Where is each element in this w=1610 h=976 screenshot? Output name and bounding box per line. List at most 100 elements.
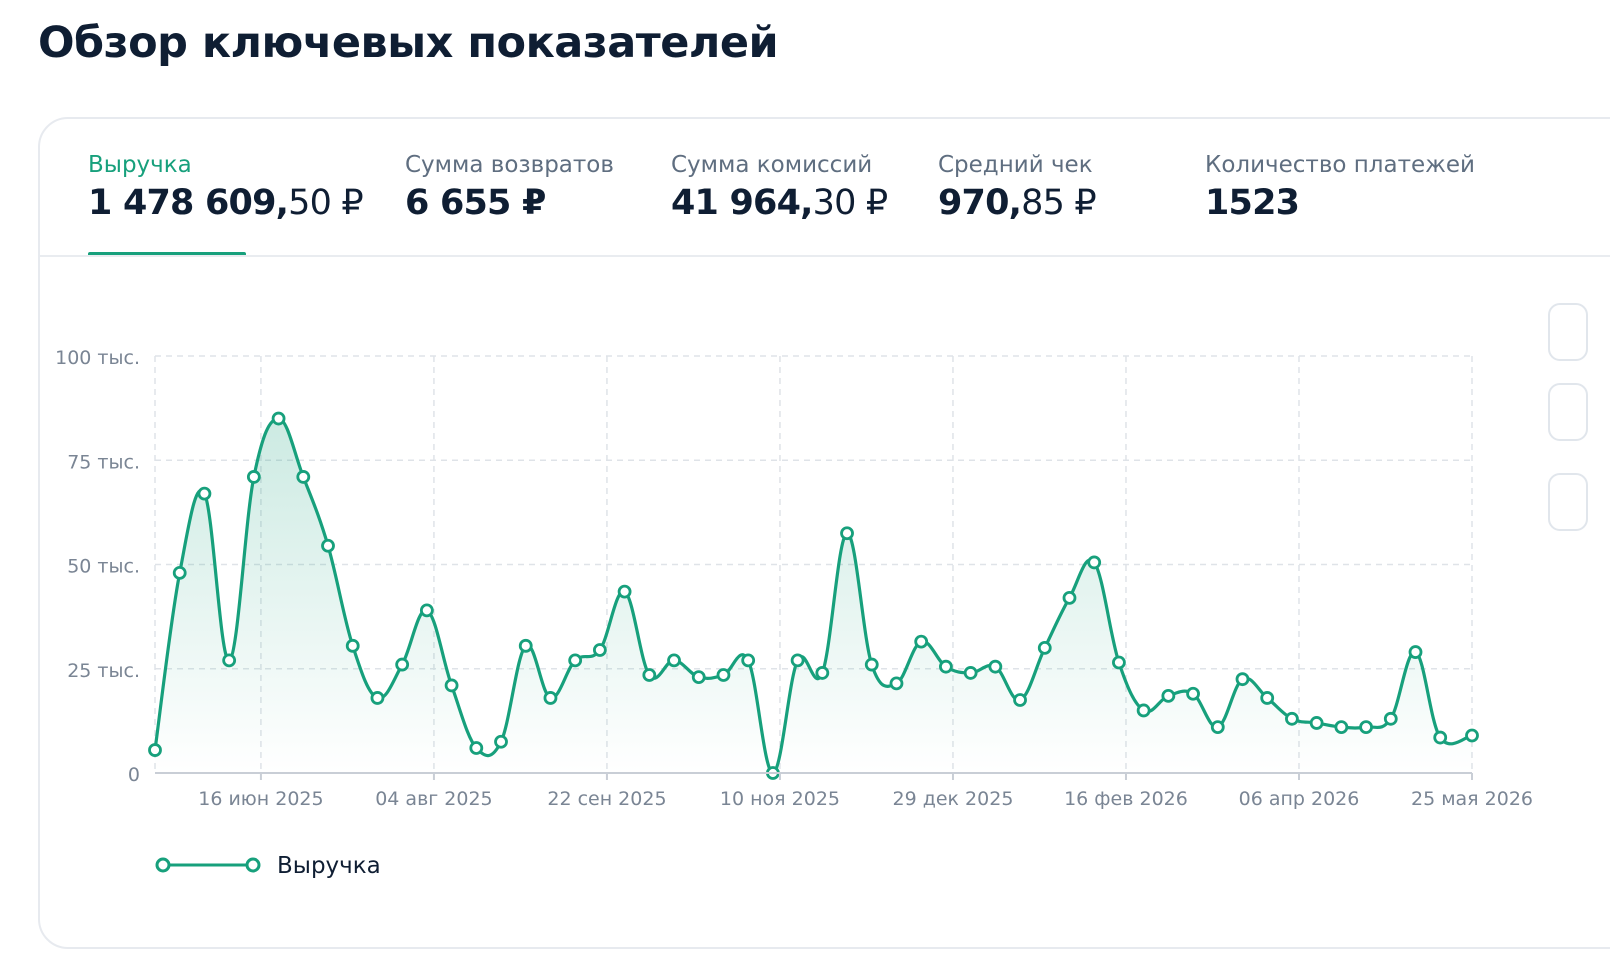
data-point xyxy=(790,653,805,668)
data-point xyxy=(1309,716,1324,730)
page-title: Обзор ключевых показателей xyxy=(38,18,779,68)
metric-tab-commissions[interactable]: Сумма комиссий 41 964,30 ₽ xyxy=(671,151,888,225)
metric-value: 1 478 609,50 ₽ xyxy=(88,183,364,223)
data-point xyxy=(1087,555,1102,570)
metric-value: 6 655 ₽ xyxy=(405,183,546,223)
chart-line xyxy=(153,416,1473,775)
metric-tab-revenue[interactable]: Выручка 1 478 609,50 ₽ xyxy=(88,151,364,225)
data-point xyxy=(1433,730,1448,745)
data-point xyxy=(592,643,607,657)
x-tick-label: 22 сен 2025 xyxy=(547,788,666,810)
data-point xyxy=(1383,711,1398,726)
data-point xyxy=(271,411,286,426)
side-control-button[interactable] xyxy=(1548,473,1588,531)
metric-label: Средний чек xyxy=(938,152,1093,178)
data-point xyxy=(691,670,706,684)
data-point xyxy=(197,486,212,501)
metric-tab-payments-count[interactable]: Количество платежей 1523 xyxy=(1205,151,1475,225)
legend-label: Выручка xyxy=(277,853,381,879)
data-point xyxy=(370,691,385,705)
data-point xyxy=(1260,691,1275,705)
data-point xyxy=(889,676,904,691)
y-tick-label: 75 тыс. xyxy=(67,451,140,473)
legend-marker xyxy=(245,857,261,873)
data-point xyxy=(1465,728,1479,743)
chart-points xyxy=(148,411,1479,780)
y-tick-label: 100 тыс. xyxy=(55,347,140,369)
data-point xyxy=(568,653,583,668)
data-point xyxy=(1112,655,1126,670)
x-tick-label: 10 ноя 2025 xyxy=(720,788,840,810)
side-control-button[interactable] xyxy=(1548,383,1588,441)
data-point xyxy=(914,634,929,649)
data-point xyxy=(815,666,830,680)
metric-label: Сумма возвратов xyxy=(405,152,614,178)
data-point xyxy=(1186,686,1200,701)
data-point xyxy=(667,653,681,668)
data-point xyxy=(716,668,731,682)
data-point xyxy=(1285,711,1299,726)
data-point xyxy=(1359,720,1373,735)
series-area-fill xyxy=(155,418,1472,773)
legend-marker xyxy=(155,857,171,873)
data-point xyxy=(518,638,533,653)
side-control-button[interactable] xyxy=(1548,303,1588,361)
x-tick-label: 25 мая 2026 xyxy=(1411,788,1533,810)
tabs-divider xyxy=(40,255,1610,257)
data-point xyxy=(148,743,162,757)
data-point xyxy=(1408,645,1423,659)
data-point xyxy=(296,470,311,484)
data-point xyxy=(617,584,632,599)
data-point xyxy=(419,603,434,618)
chart-legend[interactable]: Выручка xyxy=(155,853,381,879)
data-point xyxy=(222,653,237,668)
data-point xyxy=(1136,703,1151,718)
data-point xyxy=(172,565,187,580)
data-point xyxy=(444,678,459,693)
data-point xyxy=(395,657,410,672)
data-point xyxy=(988,659,1003,674)
data-point xyxy=(864,657,879,672)
metric-label: Выручка xyxy=(88,152,192,178)
data-point xyxy=(1161,688,1176,703)
data-point xyxy=(741,653,756,668)
series-line-revenue xyxy=(153,416,1473,775)
metric-value: 970,85 ₽ xyxy=(938,183,1097,223)
data-point xyxy=(494,734,508,749)
data-point xyxy=(1037,641,1052,655)
x-tick-label: 04 авг 2025 xyxy=(375,788,492,810)
data-point xyxy=(469,741,484,755)
data-point xyxy=(321,538,335,553)
data-point xyxy=(1062,590,1077,605)
active-tab-indicator xyxy=(88,252,246,257)
data-point xyxy=(543,691,558,705)
metric-value: 1523 xyxy=(1205,183,1300,223)
metric-value: 41 964,30 ₽ xyxy=(671,183,888,223)
x-tick-label: 29 дек 2025 xyxy=(893,788,1014,810)
metric-tab-refunds[interactable]: Сумма возвратов 6 655 ₽ xyxy=(405,151,614,225)
x-tick-label: 16 июн 2025 xyxy=(198,788,323,810)
data-point xyxy=(246,470,261,484)
data-point xyxy=(1334,720,1349,735)
chart-area xyxy=(155,418,1472,773)
data-point xyxy=(345,638,360,653)
y-tick-label: 25 тыс. xyxy=(67,660,140,682)
data-point xyxy=(963,666,978,680)
chart-axes: 0 25 тыс. 50 тыс. 75 тыс. 100 тыс. 16 июн 202… xyxy=(55,347,1533,810)
y-tick-label: 0 xyxy=(128,764,140,786)
data-point xyxy=(840,526,854,541)
metrics-card: Выручка 1 478 609,50 ₽ Сумма возвратов 6… xyxy=(38,117,1610,949)
metric-label: Количество платежей xyxy=(1205,152,1475,178)
x-tick-label: 16 фев 2026 xyxy=(1064,788,1188,810)
data-point xyxy=(1013,693,1027,707)
data-point xyxy=(1235,672,1250,687)
x-tick-label: 06 апр 2026 xyxy=(1239,788,1360,810)
data-point xyxy=(1210,720,1225,735)
metric-label: Сумма комиссий xyxy=(671,152,873,178)
data-point xyxy=(642,668,657,682)
y-tick-label: 50 тыс. xyxy=(67,556,140,578)
data-point xyxy=(939,659,953,674)
chart-grid xyxy=(154,355,1473,773)
metric-tab-average-check[interactable]: Средний чек 970,85 ₽ xyxy=(938,151,1097,225)
